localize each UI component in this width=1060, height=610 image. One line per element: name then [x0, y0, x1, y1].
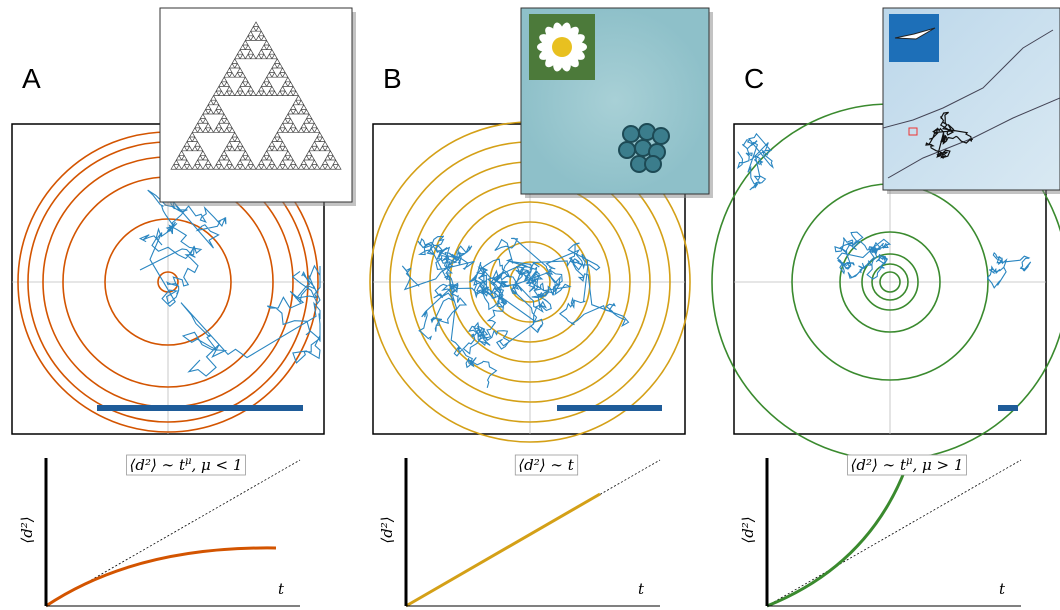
msd-curve: [767, 470, 905, 606]
scale-bar: [998, 405, 1018, 411]
formula-part: , μ > 1: [913, 456, 964, 474]
ref-diagonal: [767, 460, 1021, 606]
y-axis-label: ⟨d²⟩: [378, 516, 396, 543]
figure: A⟨d²⟩t⟨d²⟩ ∼ tμ, μ < 1B⟨d²⟩t⟨d²⟩ ∼ tC⟨d²…: [0, 0, 1060, 610]
scale-bar: [97, 405, 303, 411]
inset: [160, 8, 356, 206]
panel-label: B: [383, 63, 402, 94]
inset: [883, 8, 1060, 194]
panel-label: C: [744, 63, 764, 94]
flower-center: [552, 37, 572, 57]
seed: [623, 126, 639, 142]
seed: [653, 128, 669, 144]
msd-curve: [46, 548, 276, 606]
formula-part: , μ < 1: [192, 456, 243, 474]
x-axis-label: t: [999, 580, 1006, 598]
seed: [619, 142, 635, 158]
y-axis-label: ⟨d²⟩: [18, 516, 36, 543]
formula-part: ⟨d²⟩ ∼ t: [851, 456, 907, 474]
scale-bar: [557, 405, 662, 411]
seed: [645, 156, 661, 172]
formula: ⟨d²⟩ ∼ t: [518, 456, 574, 474]
formula-part: ⟨d²⟩ ∼ t: [130, 456, 186, 474]
formula-part: ⟨d²⟩ ∼ t: [518, 456, 574, 474]
inset: [521, 8, 713, 198]
x-axis-label: t: [638, 580, 645, 598]
inset-bg: [160, 8, 352, 202]
msd-curve: [406, 494, 600, 606]
x-axis-label: t: [278, 580, 285, 598]
y-axis-label: ⟨d²⟩: [739, 516, 757, 543]
panel-label: A: [22, 63, 41, 94]
